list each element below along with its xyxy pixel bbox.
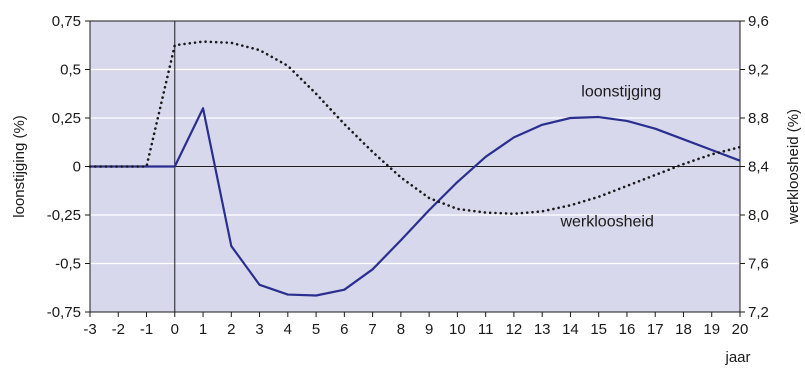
- y-left-tick-label: -0,5: [55, 256, 81, 273]
- x-tick-label: 17: [647, 321, 664, 338]
- y-right-tick-label: 7,2: [748, 304, 769, 321]
- x-tick-label: 3: [255, 321, 263, 338]
- y-left-axis-title: loonstijging (%): [11, 115, 28, 218]
- x-tick-label: -2: [112, 321, 125, 338]
- x-tick-label: 9: [425, 321, 433, 338]
- y-left-tick-label: 0,75: [52, 13, 81, 30]
- x-tick-label: 12: [506, 321, 523, 338]
- x-tick-label: 6: [340, 321, 348, 338]
- y-right-tick-label: 9,6: [748, 13, 769, 30]
- x-tick-label: 13: [534, 321, 551, 338]
- x-tick-label: 20: [732, 321, 749, 338]
- x-tick-label: 4: [284, 321, 292, 338]
- y-right-tick-label: 7,6: [748, 256, 769, 273]
- x-tick-label: 18: [675, 321, 692, 338]
- x-tick-label: 8: [397, 321, 405, 338]
- y-right-tick-label: 8,0: [748, 207, 769, 224]
- x-tick-label: 0: [171, 321, 179, 338]
- x-tick-label: 15: [590, 321, 607, 338]
- x-tick-label: 11: [478, 321, 494, 338]
- y-left-tick-label: 0,25: [52, 110, 81, 127]
- y-right-tick-label: 8,8: [748, 110, 769, 127]
- x-axis-title: jaar: [724, 349, 750, 366]
- y-left-tick-label: 0: [73, 159, 81, 176]
- y-left-tick-label: -0,25: [47, 207, 81, 224]
- x-tick-label: 14: [562, 321, 579, 338]
- x-tick-label: 16: [619, 321, 636, 338]
- x-tick-label: -1: [140, 321, 153, 338]
- y-right-tick-label: 8,4: [748, 159, 769, 176]
- y-right-tick-label: 9,2: [748, 62, 769, 79]
- x-tick-label: 1: [199, 321, 207, 338]
- x-tick-label: 2: [227, 321, 235, 338]
- x-tick-label: 5: [312, 321, 320, 338]
- x-tick-label: -3: [83, 321, 96, 338]
- series-annotation: werkloosheid: [559, 214, 653, 231]
- series-line-loonstijging: [90, 107, 741, 297]
- y-left-tick-label: -0,75: [47, 304, 81, 321]
- y-left-tick-label: 0,5: [60, 62, 81, 79]
- x-tick-label: 7: [368, 321, 376, 338]
- series-line-werkloosheid: [88, 40, 742, 216]
- x-tick-label: 19: [703, 321, 720, 338]
- series-annotation: loonstijging: [581, 84, 661, 101]
- y-right-axis-title: werkloosheid (%): [785, 109, 802, 225]
- x-tick-label: 10: [449, 321, 466, 338]
